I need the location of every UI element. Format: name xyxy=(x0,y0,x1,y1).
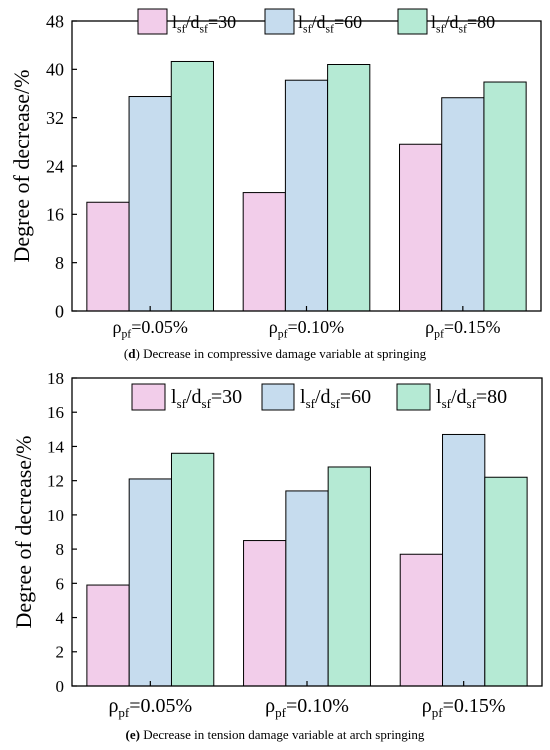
legend-swatch-e-2 xyxy=(261,383,295,411)
x-tick-label-e-2: ρpf=0.10% xyxy=(265,695,349,720)
y-tick-label-e-7: 14 xyxy=(47,437,65,456)
legend-swatch-d-2 xyxy=(264,8,295,35)
caption-e-text: Decrease in tension damage variable at a… xyxy=(139,727,425,742)
bar-e-s3-c2 xyxy=(327,466,371,687)
bar-d-s3-c3 xyxy=(483,81,527,312)
legend-d: lsf/dsf=30 lsf/dsf=60 lsf/dsf=80 xyxy=(137,8,495,36)
legend-label-e-1: lsf/dsf=30 xyxy=(171,386,242,411)
y-tick-label-d-0: 0 xyxy=(55,301,64,321)
legend-label-d-3: lsf/dsf=80 xyxy=(431,12,495,36)
legend-swatch-e-3 xyxy=(396,383,431,411)
legend-swatch-d-1 xyxy=(137,8,168,35)
bar-e-s3-c3 xyxy=(484,476,528,687)
bar-e-s2-c1 xyxy=(128,478,172,687)
y-tick-label-e-8: 16 xyxy=(47,403,64,422)
legend-label-d-2: lsf/dsf=60 xyxy=(298,12,362,36)
y-axis-label-e: Degree of decrease/% xyxy=(11,436,36,629)
bar-d-s2-c2 xyxy=(284,79,329,312)
y-tick-label-e-0: 0 xyxy=(56,677,65,696)
legend-label-e-2: lsf/dsf=60 xyxy=(300,386,371,411)
chart-e: 0 2 4 6 8 10 12 14 16 18 Degree of decrease/% ρpf=0… xyxy=(11,369,543,720)
caption-d: (d) Decrease in compressive damage varia… xyxy=(123,346,427,361)
legend-label-d-1: lsf/dsf=30 xyxy=(172,12,236,36)
legend-swatch-e-1 xyxy=(131,383,166,411)
bar-e-s1-c1 xyxy=(86,584,130,687)
y-tick-label-d-6: 48 xyxy=(46,11,64,31)
y-tick-label-e-1: 2 xyxy=(56,643,65,662)
y-tick-label-d-4: 32 xyxy=(46,108,64,128)
x-tick-label-d-1: ρpf=0.05% xyxy=(112,317,187,341)
x-tick-label-e-1: ρpf=0.05% xyxy=(108,695,192,720)
y-tick-label-e-5: 10 xyxy=(47,506,64,525)
legend-e: lsf/dsf=30 lsf/dsf=60 lsf/dsf=80 xyxy=(131,383,507,411)
caption-e: (e) Decrease in tension damage variable … xyxy=(0,727,550,743)
y-tick-label-e-9: 18 xyxy=(47,369,64,388)
y-tick-label-d-2: 16 xyxy=(46,205,64,225)
y-tick-label-d-3: 24 xyxy=(46,156,64,176)
y-tick-label-d-1: 8 xyxy=(55,253,64,273)
bar-e-s3-c1 xyxy=(170,452,215,687)
x-tick-label-e-3: ρpf=0.15% xyxy=(422,695,506,720)
bar-d-s2-c3 xyxy=(441,97,485,312)
bar-e-s2-c3 xyxy=(442,433,486,687)
bar-e-s1-c2 xyxy=(243,540,287,687)
legend-label-e-3: lsf/dsf=80 xyxy=(436,386,507,411)
bar-d-s1-c1 xyxy=(86,201,130,312)
y-tick-label-d-5: 40 xyxy=(46,60,64,80)
y-tick-label-e-3: 6 xyxy=(56,574,65,593)
y-tick-label-e-4: 8 xyxy=(56,540,65,559)
bar-d-s1-c2 xyxy=(242,192,286,312)
caption-d-label: d xyxy=(128,346,136,361)
y-axis-label-d: Degree of decrease/% xyxy=(9,70,34,263)
caption-e-label: (e) xyxy=(125,727,140,742)
y-tick-label-e-2: 4 xyxy=(56,609,65,628)
bar-d-s1-c3 xyxy=(399,143,443,312)
chart-d: 0 8 16 24 32 40 48 Degree of decrease/% ρpf=0.05… xyxy=(9,8,542,341)
x-tick-label-d-3: ρpf=0.15% xyxy=(425,317,500,341)
y-tick-label-e-6: 12 xyxy=(47,472,64,491)
bar-d-s3-c2 xyxy=(327,64,371,312)
bar-e-s1-c3 xyxy=(399,553,444,687)
bar-d-s3-c1 xyxy=(170,60,214,312)
bar-e-s2-c2 xyxy=(285,490,329,687)
legend-swatch-d-3 xyxy=(397,8,428,35)
bar-d-s2-c1 xyxy=(128,96,172,312)
caption-d-text: Decrease in compressive damage variable … xyxy=(139,346,427,361)
x-tick-label-d-2: ρpf=0.10% xyxy=(269,317,344,341)
